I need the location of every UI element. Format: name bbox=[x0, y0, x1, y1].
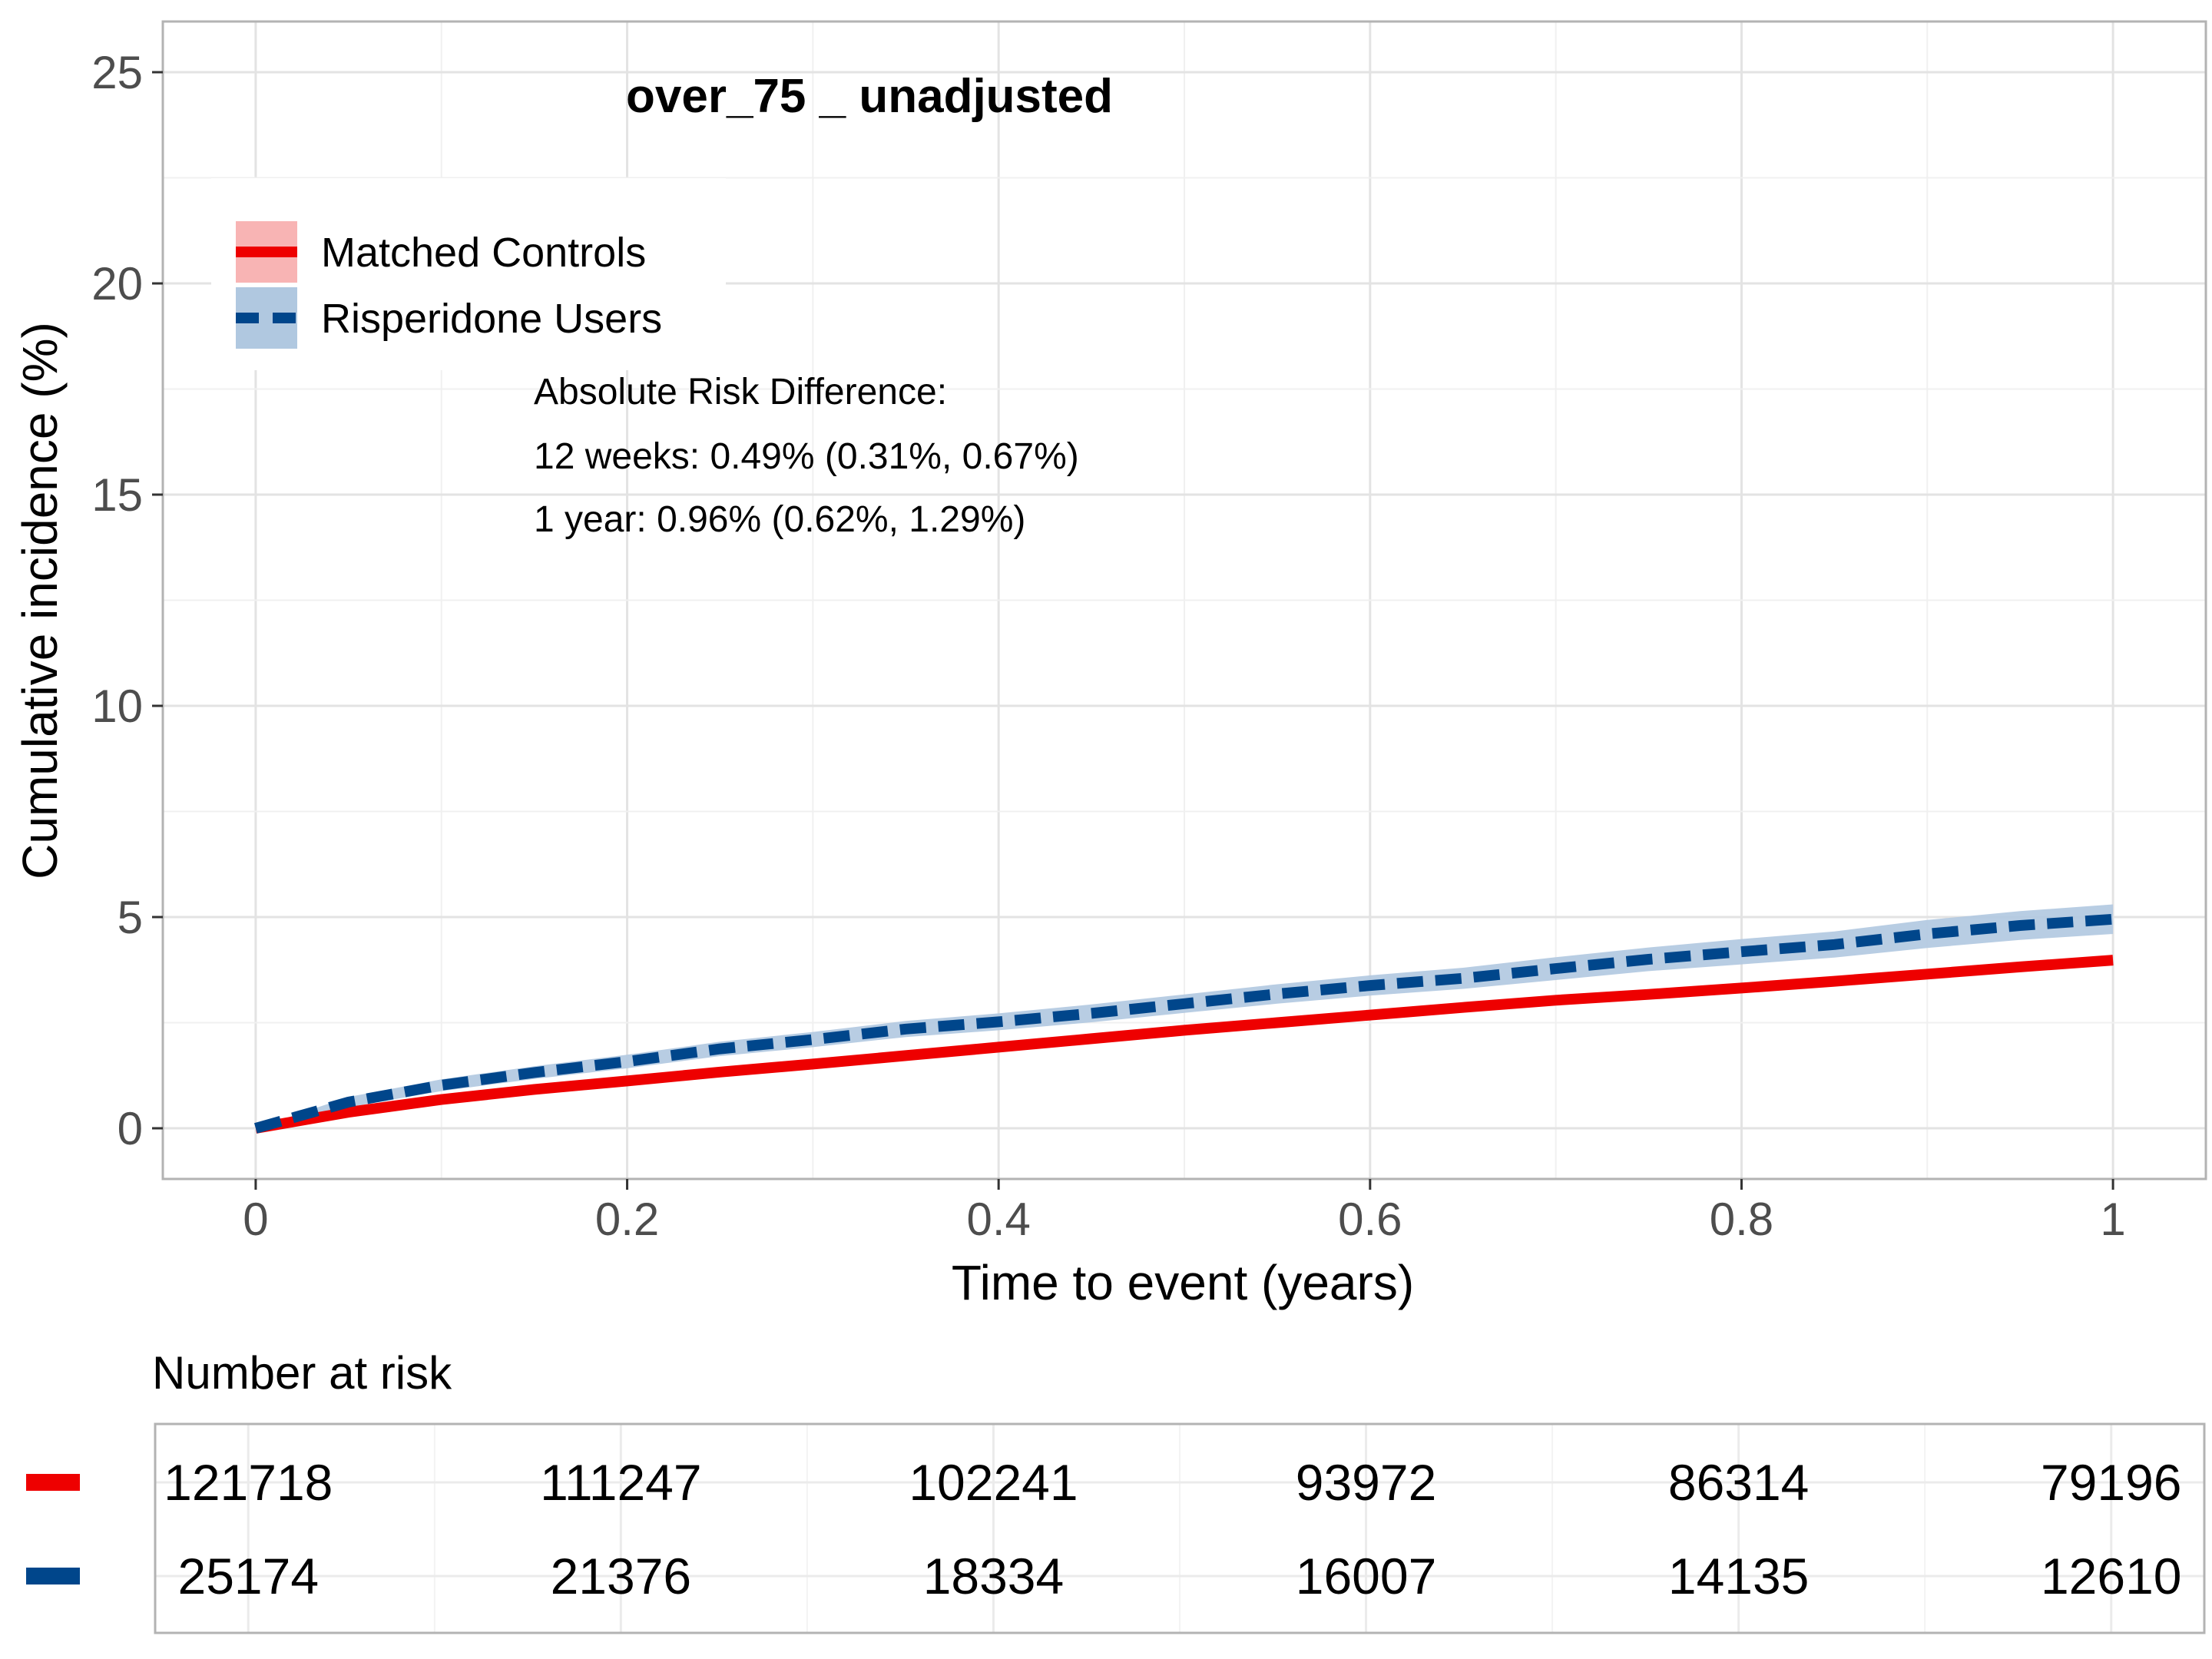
y-tick-label: 15 bbox=[91, 469, 143, 521]
risk-table-value: 12610 bbox=[2041, 1548, 2182, 1604]
risk-table-value: 121718 bbox=[164, 1454, 333, 1511]
risk-difference-annotation: Absolute Risk Difference: 12 weeks: 0.49… bbox=[534, 372, 1079, 540]
legend-item-matched-controls: Matched Controls bbox=[236, 221, 646, 283]
risk-table-value: 102241 bbox=[909, 1454, 1078, 1511]
risk-table-value: 18334 bbox=[923, 1548, 1065, 1604]
y-axis-title: Cumulative incidence (%) bbox=[12, 322, 68, 879]
number-at-risk-table: Number at risk 121718 111247 102241 93972 86… bbox=[26, 1347, 2206, 1634]
risk-table-title: Number at risk bbox=[152, 1347, 452, 1399]
risk-table-value: 21376 bbox=[551, 1548, 692, 1604]
x-tick-label: 0.8 bbox=[1710, 1194, 1773, 1245]
risk-table-value: 86314 bbox=[1668, 1454, 1810, 1511]
series-line-risperidone-users bbox=[253, 913, 2114, 1134]
risk-table-border bbox=[154, 1422, 2206, 1634]
x-tick-label: 1 bbox=[2100, 1194, 2125, 1245]
risk-table-value: 16007 bbox=[1296, 1548, 1437, 1604]
risk-table-value: 25174 bbox=[178, 1548, 320, 1604]
y-tick-label: 10 bbox=[91, 680, 143, 732]
x-axis: 0 0.2 0.4 0.6 0.8 1 bbox=[243, 1179, 2126, 1245]
risk-table-value: 79196 bbox=[2041, 1454, 2182, 1511]
y-tick-label: 5 bbox=[118, 892, 143, 943]
legend-label-matched-controls: Matched Controls bbox=[321, 230, 646, 276]
grid-lines bbox=[163, 22, 2206, 1179]
legend-label-risperidone-users: Risperidone Users bbox=[321, 296, 662, 342]
risk-table-value: 111247 bbox=[540, 1454, 701, 1511]
x-tick-label: 0.4 bbox=[966, 1194, 1030, 1245]
risk-table-value: 93972 bbox=[1296, 1454, 1437, 1511]
risk-table-grid bbox=[155, 1424, 2204, 1633]
legend: Matched Controls Risperidone Users bbox=[211, 178, 726, 370]
chart-title: over_75 _ unadjusted bbox=[626, 70, 1113, 123]
y-axis: 0 5 10 15 20 25 bbox=[91, 47, 163, 1154]
risk-table-value: 14135 bbox=[1668, 1548, 1810, 1604]
series-lines bbox=[253, 913, 2114, 1134]
series-line-matched-controls bbox=[254, 955, 2114, 1134]
x-axis-title: Time to event (years) bbox=[952, 1255, 1414, 1310]
y-tick-label: 0 bbox=[118, 1103, 143, 1154]
x-tick-label: 0.6 bbox=[1338, 1194, 1402, 1245]
legend-item-risperidone-users: Risperidone Users bbox=[236, 287, 662, 349]
annotation-line-1-year: 1 year: 0.96% (0.62%, 1.29%) bbox=[534, 499, 1025, 540]
annotation-line-12-weeks: 12 weeks: 0.49% (0.31%, 0.67%) bbox=[534, 436, 1079, 477]
annotation-line-heading: Absolute Risk Difference: bbox=[534, 372, 947, 412]
panel-border bbox=[161, 20, 2207, 1181]
y-tick-label: 25 bbox=[91, 47, 143, 98]
y-tick-label: 20 bbox=[91, 258, 143, 310]
x-tick-label: 0.2 bbox=[595, 1194, 659, 1245]
risk-table-rows: 121718 111247 102241 93972 86314 79196 25174 21… bbox=[26, 1454, 2181, 1604]
x-tick-label: 0 bbox=[243, 1194, 268, 1245]
